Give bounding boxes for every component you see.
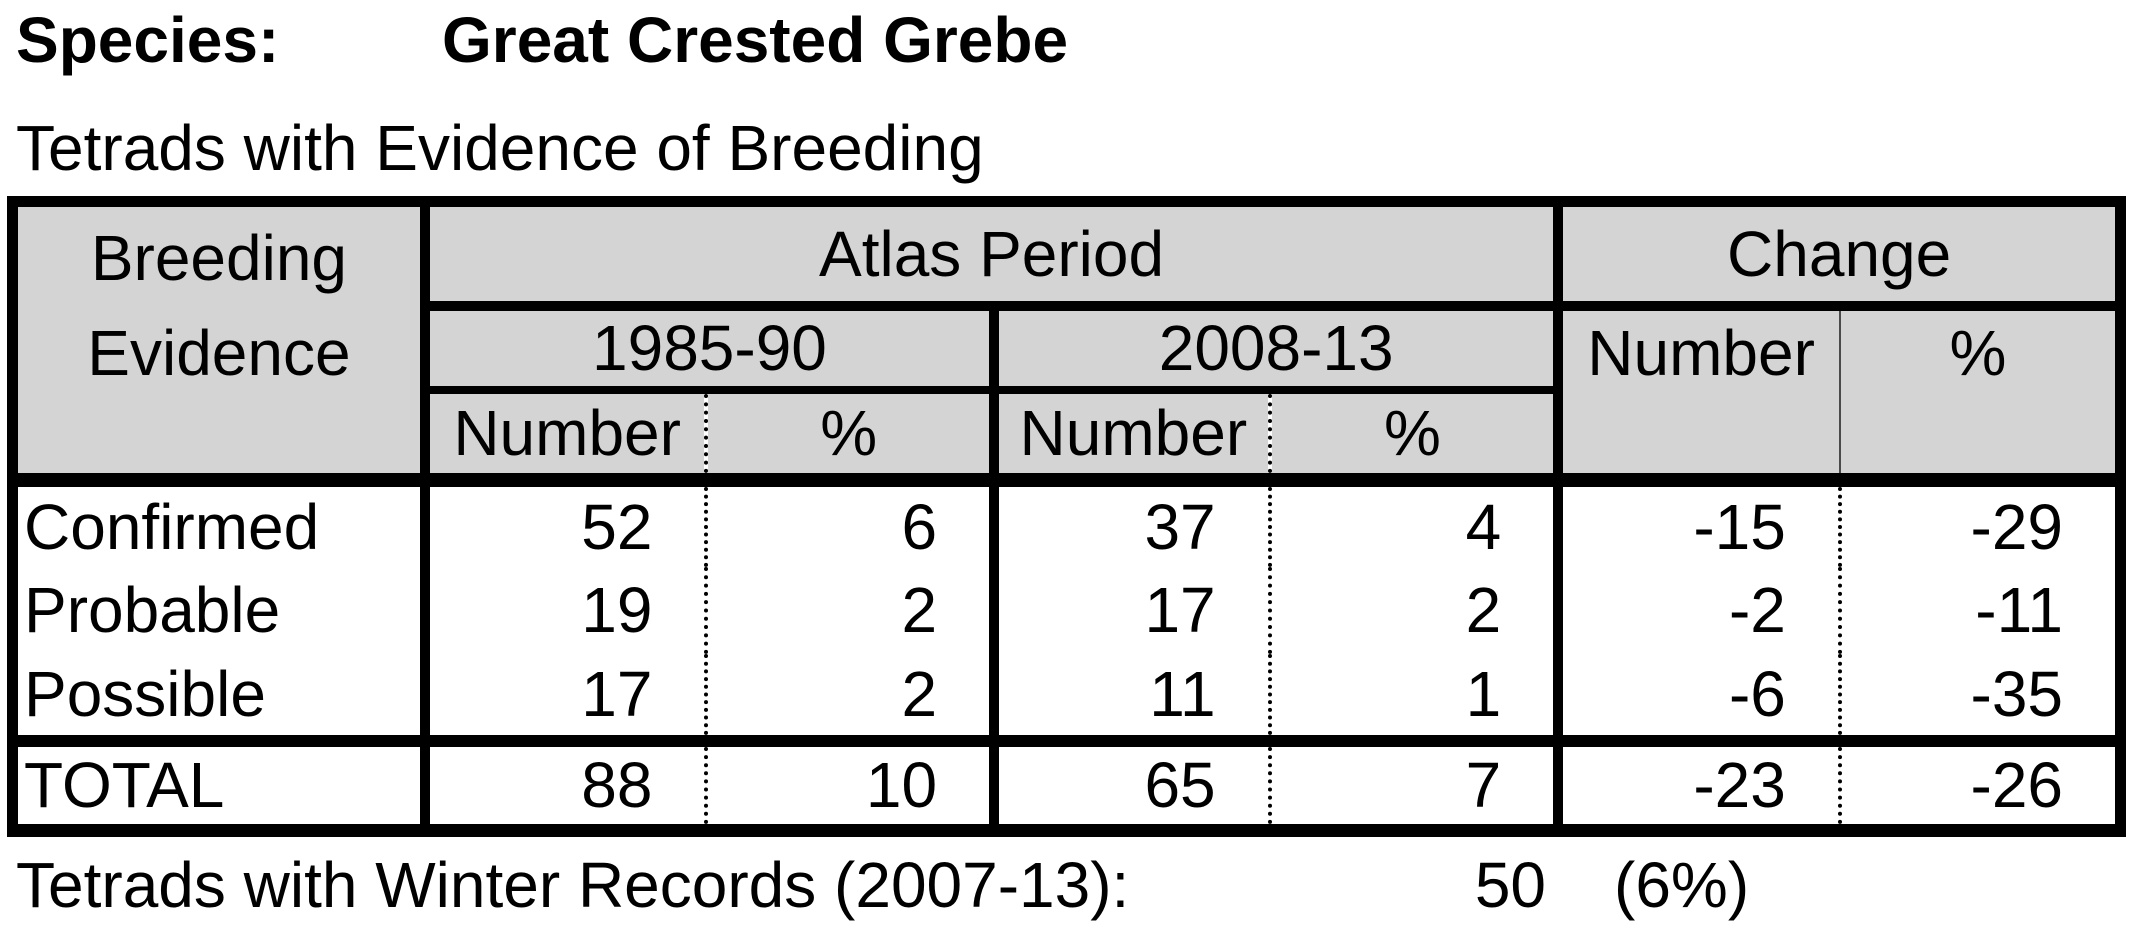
header-row-3: Number % Number % <box>13 389 2121 487</box>
cell-1985-number: 17 <box>419 653 707 741</box>
header-period-1985-90: 1985-90 <box>419 305 995 394</box>
cell-1985-percent: 2 <box>704 653 995 741</box>
cell-2008-number: 11 <box>989 653 1270 741</box>
table-row-confirmed: Confirmed 52 6 37 4 -15 -29 <box>12 479 2121 567</box>
total-change-percent: -26 <box>1837 734 2121 831</box>
row-label: Confirmed <box>12 479 425 567</box>
cell-2008-number: 17 <box>989 566 1270 654</box>
cell-1985-percent: 2 <box>704 566 995 654</box>
cell-1985-number: 19 <box>419 566 707 654</box>
winter-records-line: Tetrads with Winter Records (2007-13): 5… <box>0 848 2136 928</box>
cell-2008-number: 37 <box>989 479 1270 567</box>
row-label: Probable <box>12 566 425 654</box>
breeding-evidence-table: Breeding Evidence Atlas Period Change 19… <box>7 196 2126 837</box>
table-row-probable: Probable 19 2 17 2 -2 -11 <box>12 566 2121 654</box>
winter-records-label: Tetrads with Winter Records (2007-13): <box>16 849 1130 921</box>
header-row-1: Breeding Evidence Atlas Period Change <box>12 201 2121 487</box>
header-evidence-line: Evidence <box>87 317 351 389</box>
header-number-1985-90: Number <box>419 389 707 487</box>
header-change-number-label: Number <box>1587 316 1815 389</box>
header-change-percent: % <box>1838 305 2121 487</box>
table-row-total: TOTAL 88 10 65 7 -23 -26 <box>12 734 2121 831</box>
species-label: Species: <box>16 4 280 76</box>
header-number-2008-13: Number <box>989 389 1270 487</box>
total-2008-percent: 7 <box>1267 734 1559 831</box>
header-percent-2008-13: % <box>1267 389 1559 487</box>
header-percent-1985-90: % <box>704 389 995 487</box>
header-atlas-period: Atlas Period <box>419 201 1559 311</box>
total-1985-percent: 10 <box>704 734 995 831</box>
cell-change-percent: -35 <box>1837 653 2121 741</box>
header-period-2008-13: 2008-13 <box>989 305 1559 394</box>
table-row-possible: Possible 17 2 11 1 -6 -35 <box>12 653 2121 741</box>
cell-change-number: -15 <box>1553 479 1840 567</box>
header-change-number: Number <box>1553 305 1840 487</box>
cell-change-number: -6 <box>1553 653 1840 741</box>
table-title: Tetrads with Evidence of Breeding <box>16 112 984 184</box>
winter-records-percent: (6%) <box>1614 849 1750 921</box>
species-value: Great Crested Grebe <box>442 4 1069 76</box>
header-breeding-line: Breeding <box>90 222 348 294</box>
page-title: Species: Great Crested Grebe <box>16 2 1068 78</box>
winter-records-value: 50 <box>1474 849 1546 921</box>
cell-1985-percent: 6 <box>704 479 995 567</box>
cell-2008-percent: 1 <box>1267 653 1559 741</box>
total-change-number: -23 <box>1553 734 1840 831</box>
total-2008-number: 65 <box>989 734 1270 831</box>
header-change: Change <box>1553 201 2121 311</box>
cell-change-number: -2 <box>1553 566 1840 654</box>
cell-2008-percent: 4 <box>1267 479 1559 567</box>
header-row-2: 1985-90 2008-13 Number % <box>13 305 2121 487</box>
header-breeding-evidence: Breeding Evidence <box>12 201 430 487</box>
cell-change-percent: -11 <box>1837 566 2121 654</box>
row-label: Possible <box>12 653 425 741</box>
cell-2008-percent: 2 <box>1267 566 1559 654</box>
header-change-percent-label: % <box>1949 316 2007 389</box>
cell-1985-number: 52 <box>419 479 707 567</box>
total-label: TOTAL <box>12 734 425 831</box>
cell-change-percent: -29 <box>1837 479 2121 567</box>
total-1985-number: 88 <box>419 734 707 831</box>
